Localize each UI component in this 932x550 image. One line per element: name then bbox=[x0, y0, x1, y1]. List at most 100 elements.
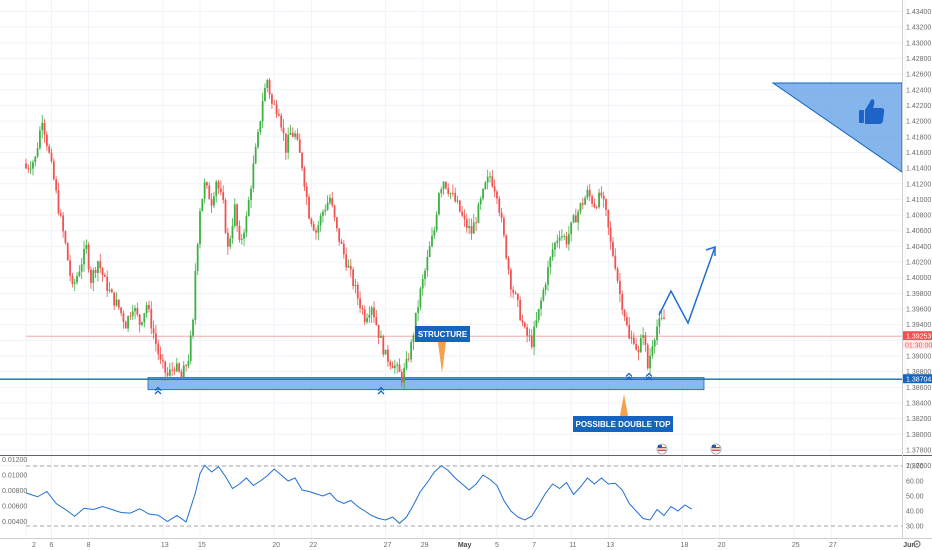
time-tick-label: 29 bbox=[421, 542, 429, 549]
price-tick-label: 1.41600 bbox=[906, 150, 931, 157]
candle bbox=[349, 265, 352, 270]
candle bbox=[363, 309, 366, 322]
price-tick-label: 1.40800 bbox=[906, 213, 931, 220]
candle bbox=[315, 230, 317, 233]
candle bbox=[150, 308, 153, 329]
time-tick-label: 27 bbox=[384, 542, 392, 549]
candle bbox=[598, 192, 600, 208]
candle bbox=[287, 134, 290, 153]
candle bbox=[435, 214, 438, 231]
candle bbox=[419, 288, 422, 308]
candle bbox=[180, 371, 183, 378]
price-tick-label: 1.37600 bbox=[906, 463, 931, 470]
candle bbox=[544, 284, 547, 290]
candle bbox=[421, 279, 424, 289]
rsi-left-tick-label: 0.01000 bbox=[2, 473, 27, 480]
candle bbox=[653, 340, 656, 347]
price-tick-label: 1.42200 bbox=[906, 103, 931, 110]
candle bbox=[233, 204, 236, 227]
candle bbox=[101, 268, 104, 275]
candle bbox=[649, 355, 651, 369]
candle bbox=[549, 257, 552, 268]
candle bbox=[92, 270, 95, 283]
candle bbox=[201, 198, 204, 212]
candle bbox=[663, 317, 665, 320]
candle bbox=[361, 307, 364, 310]
candle bbox=[110, 289, 113, 293]
candle bbox=[159, 354, 162, 360]
candle bbox=[396, 364, 399, 366]
candle bbox=[268, 80, 271, 95]
candle bbox=[454, 193, 457, 202]
candle bbox=[217, 181, 220, 189]
candle bbox=[447, 188, 450, 194]
price-tick-label: 1.43000 bbox=[906, 40, 931, 47]
candle bbox=[282, 127, 285, 134]
candle bbox=[238, 225, 241, 240]
candle bbox=[62, 215, 65, 232]
candle bbox=[602, 195, 605, 200]
candle bbox=[196, 244, 199, 271]
candle bbox=[458, 200, 461, 212]
candle bbox=[145, 305, 148, 314]
candle bbox=[530, 335, 533, 347]
candle bbox=[208, 185, 211, 200]
candle bbox=[551, 249, 554, 258]
candle bbox=[514, 292, 517, 294]
price-tick-label: 1.42600 bbox=[906, 72, 931, 79]
candle bbox=[637, 349, 640, 353]
rsi-line bbox=[25, 464, 693, 524]
candle bbox=[25, 163, 27, 169]
candle bbox=[266, 80, 269, 88]
support-zone bbox=[147, 377, 705, 391]
double-chevron-up-icon bbox=[154, 386, 162, 395]
candle bbox=[157, 343, 160, 355]
candle bbox=[398, 364, 401, 372]
candle bbox=[542, 289, 545, 301]
price-tick-label: 1.42800 bbox=[906, 56, 931, 63]
candle bbox=[317, 225, 320, 233]
price-tick-label: 1.40000 bbox=[906, 275, 931, 282]
candle bbox=[43, 122, 46, 135]
settings-gear-icon[interactable] bbox=[913, 540, 921, 548]
candle bbox=[66, 242, 69, 261]
countdown-badge bbox=[903, 340, 932, 350]
candle bbox=[642, 335, 645, 338]
candle bbox=[229, 238, 232, 247]
candle bbox=[259, 121, 262, 132]
candle bbox=[173, 369, 176, 372]
candle bbox=[76, 275, 78, 283]
candle bbox=[312, 223, 315, 231]
candle bbox=[614, 255, 617, 269]
candle bbox=[36, 148, 39, 157]
candle bbox=[593, 203, 596, 208]
candle bbox=[387, 349, 389, 362]
rsi-tick-label: 70.00 bbox=[906, 464, 924, 471]
time-tick-label: 25 bbox=[792, 542, 800, 549]
time-tick-label: 5 bbox=[495, 542, 499, 549]
candle bbox=[354, 284, 357, 287]
candle bbox=[565, 235, 568, 245]
countdown-label: 01:30:00 bbox=[905, 343, 932, 350]
candle bbox=[414, 312, 417, 336]
price-tick-label: 1.41000 bbox=[906, 197, 931, 204]
double-top-callout: POSSIBLE DOUBLE TOP bbox=[573, 394, 673, 432]
candle bbox=[134, 308, 136, 312]
price-tick-label: 1.41400 bbox=[906, 166, 931, 173]
candle bbox=[442, 181, 445, 190]
candle bbox=[389, 361, 392, 366]
candle bbox=[375, 317, 378, 325]
candle bbox=[623, 310, 626, 317]
candle bbox=[57, 190, 60, 214]
candle bbox=[472, 222, 475, 234]
candle bbox=[247, 200, 250, 216]
candle bbox=[250, 188, 252, 201]
candle bbox=[526, 327, 529, 336]
candle bbox=[199, 211, 201, 245]
candle bbox=[185, 365, 187, 367]
candle bbox=[412, 335, 415, 343]
price-tick-label: 1.38600 bbox=[906, 385, 931, 392]
candle bbox=[319, 215, 322, 226]
time-tick-label: Jun bbox=[903, 542, 915, 549]
candle bbox=[581, 203, 584, 205]
